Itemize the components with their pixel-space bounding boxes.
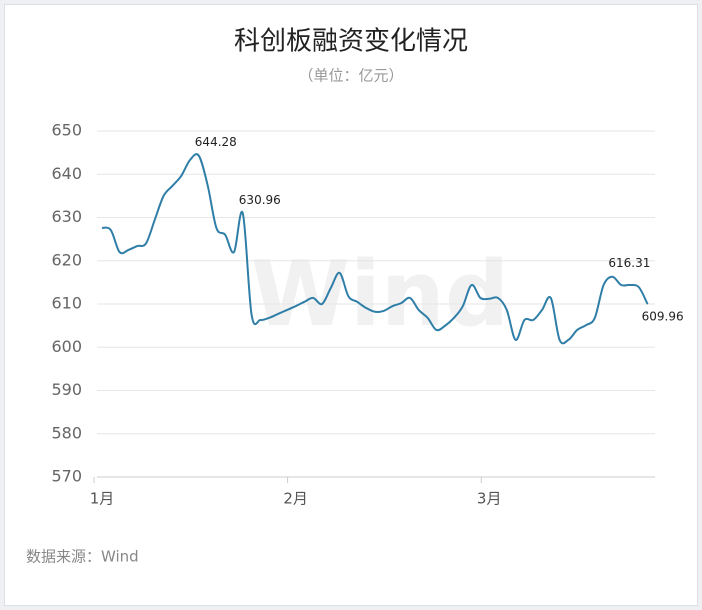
data-label: 616.31 (608, 256, 650, 270)
y-tick-label: 610 (51, 294, 82, 313)
y-tick-label: 650 (51, 121, 82, 140)
watermark: Wind (251, 242, 510, 347)
y-tick-label: 580 (51, 423, 82, 442)
x-tick-label: 2月 (283, 490, 308, 508)
chart-subtitle: （单位：亿元） (298, 67, 403, 85)
y-tick-label: 640 (51, 164, 82, 183)
card (4, 4, 698, 606)
chart-title: 科创板融资变化情况 (234, 27, 468, 57)
data-label: 609.96 (642, 310, 684, 324)
y-tick-label: 600 (51, 337, 82, 356)
y-tick-label: 590 (51, 380, 82, 399)
source: 数据来源：Wind (26, 548, 139, 566)
line (101, 153, 649, 345)
data-label: 644.28 (195, 135, 237, 149)
y-tick-label: 630 (51, 207, 82, 226)
data-label: 630.96 (239, 193, 281, 207)
y-tick-label: 620 (51, 250, 82, 269)
x-tick-label: 1月 (90, 490, 115, 508)
x-tick-label: 3月 (477, 490, 502, 508)
y-tick-label: 570 (51, 467, 82, 486)
